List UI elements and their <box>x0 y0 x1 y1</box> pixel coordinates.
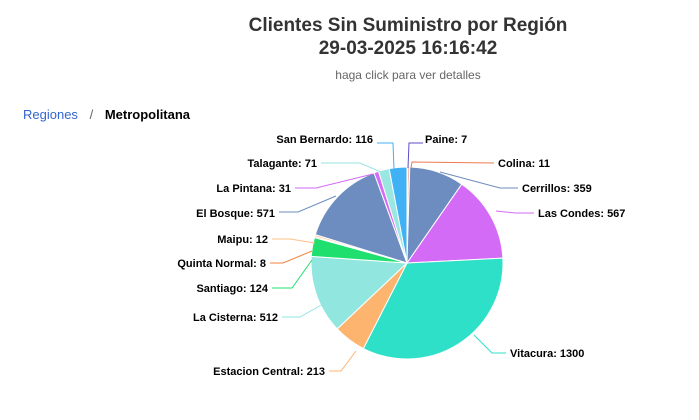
chart-title-line1: Clientes Sin Suministro por Región <box>248 15 568 36</box>
data-label-cerrillos[interactable]: Cerrillos: 359 <box>522 183 592 195</box>
breadcrumb-current: Metropolitana <box>104 107 191 122</box>
chart-subtitle: haga click para ver detalles <box>335 68 481 82</box>
data-label-las-condes[interactable]: Las Condes: 567 <box>538 208 625 220</box>
data-label-vitacura[interactable]: Vitacura: 1300 <box>510 348 584 360</box>
label-line-san-bernardo <box>377 142 395 171</box>
label-line-maipu <box>272 238 316 244</box>
data-label-colina[interactable]: Colina: 11 <box>498 158 550 170</box>
breadcrumb: Regiones / Metropolitana <box>23 107 190 122</box>
pie-slice-la-cisterna[interactable] <box>310 255 409 330</box>
label-line-cerrillos <box>439 171 518 189</box>
label-line-paine <box>407 142 423 169</box>
label-line-estacion-central <box>329 350 357 372</box>
chart-title: Clientes Sin Suministro por Región 29-03… <box>0 14 699 60</box>
pie-slice-vitacura[interactable] <box>362 257 504 360</box>
label-line-vitacura <box>473 334 506 354</box>
breadcrumb-regiones-link[interactable]: Regiones <box>23 107 78 122</box>
label-line-colina <box>410 161 495 169</box>
breadcrumb-separator: / <box>89 107 94 122</box>
chart-title-line2: 29-03-2025 16:16:42 <box>318 38 498 59</box>
label-line-santiago <box>272 259 313 289</box>
data-label-paine[interactable]: Paine: 7 <box>425 134 467 146</box>
pie-slice-san-bernardo[interactable] <box>388 166 408 264</box>
label-line-talagante <box>321 162 382 173</box>
data-label-el-bosque[interactable]: El Bosque: 571 <box>196 208 275 220</box>
label-line-el-bosque <box>279 195 337 213</box>
data-label-la-cisterna[interactable]: La Cisterna: 512 <box>193 312 278 324</box>
label-line-las-condes <box>495 210 534 214</box>
data-label-la-pintana[interactable]: La Pintana: 31 <box>216 183 291 195</box>
data-label-santiago[interactable]: Santiago: 124 <box>196 283 268 295</box>
data-label-estacion-central[interactable]: Estacion Central: 213 <box>213 366 325 378</box>
label-line-la-pintana <box>295 173 374 189</box>
data-label-quinta-normal[interactable]: Quinta Normal: 8 <box>177 258 266 270</box>
data-label-san-bernardo[interactable]: San Bernardo: 116 <box>276 134 373 146</box>
data-label-maipu[interactable]: Maipu: 12 <box>217 234 268 246</box>
pie-slice-las-condes[interactable] <box>406 183 504 264</box>
label-line-la-cisterna <box>282 303 324 318</box>
label-line-quinta-normal <box>270 250 313 264</box>
data-label-talagante[interactable]: Talagante: 71 <box>248 158 318 170</box>
